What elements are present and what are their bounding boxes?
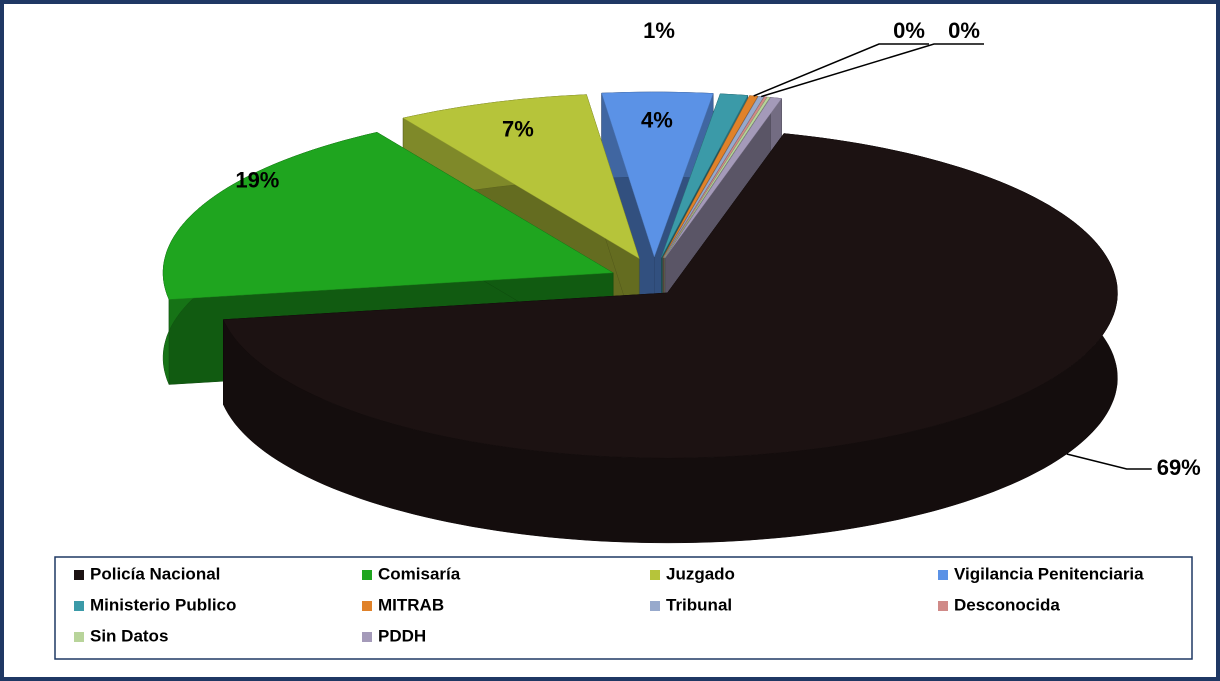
legend-swatch: [650, 570, 660, 580]
pie-slice: [222, 132, 1118, 544]
legend-label: Sin Datos: [90, 626, 168, 645]
data-label: 19%: [235, 167, 279, 192]
legend-swatch: [938, 570, 948, 580]
data-label: 4%: [641, 108, 673, 133]
slice-top: [601, 91, 714, 258]
pie-slice: [162, 131, 614, 385]
legend-label: Desconocida: [954, 595, 1060, 614]
legend-label: MITRAB: [378, 595, 444, 614]
legend-label: Juzgado: [666, 564, 735, 583]
data-label: 69%: [1157, 455, 1201, 480]
slice-top: [663, 96, 765, 258]
data-label: 7%: [502, 117, 534, 142]
slice-top: [664, 97, 783, 258]
legend-label: Tribunal: [666, 595, 732, 614]
slice-top: [402, 94, 640, 260]
legend-box: [54, 556, 1193, 660]
legend-swatch: [650, 601, 660, 611]
leader-line: [760, 43, 984, 98]
legend-swatch: [74, 601, 84, 611]
legend-swatch: [938, 601, 948, 611]
legend-swatch: [74, 632, 84, 642]
slice-top: [162, 132, 614, 300]
leader-line: [753, 43, 929, 97]
leader-line: [1066, 453, 1152, 470]
legend-label: PDDH: [378, 626, 426, 645]
legend-swatch: [362, 601, 372, 611]
slice-top: [661, 93, 749, 258]
legend-label: Comisaría: [378, 564, 461, 583]
legend-swatch: [362, 570, 372, 580]
legend-label: Vigilancia Penitenciaria: [954, 564, 1144, 583]
data-label: 1%: [643, 18, 675, 43]
chart: 69% 19% 7% 4% 1% 0% 0% Policía Nacional Comisarí…: [54, 18, 1201, 660]
legend-label: Ministerio Publico: [90, 595, 236, 614]
slice-top: [664, 96, 771, 258]
legend-swatch: [362, 632, 372, 642]
data-label: 0%: [948, 18, 980, 43]
legend-label: Policía Nacional: [90, 564, 220, 583]
slice-top: [222, 133, 1118, 459]
legend-swatch: [74, 570, 84, 580]
data-label: 0%: [893, 18, 925, 43]
